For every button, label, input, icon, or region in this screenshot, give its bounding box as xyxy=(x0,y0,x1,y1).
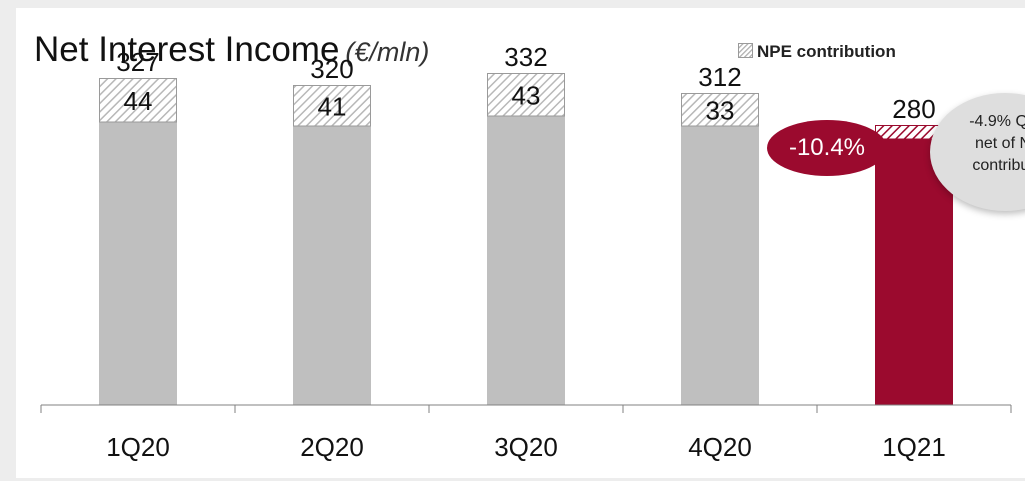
bar-npe-segment xyxy=(99,78,177,123)
total-label: 320 xyxy=(310,54,353,84)
title-text: Net Interest Income xyxy=(34,30,340,69)
npe-label: 41 xyxy=(318,92,347,122)
hatched-swatch-icon xyxy=(738,43,753,58)
x-tick-label: 2Q20 xyxy=(300,432,364,462)
bar-base xyxy=(487,116,565,405)
x-axis xyxy=(40,404,1012,413)
bar-npe-segment xyxy=(681,93,759,127)
bar-base xyxy=(681,126,759,405)
legend-label: NPE contribution xyxy=(757,42,896,61)
npe-label: 43 xyxy=(512,81,541,111)
title-unit: (€/mln) xyxy=(345,37,430,67)
bar-base xyxy=(875,139,953,405)
note-line: contribut xyxy=(972,157,1025,174)
x-tick-label: 3Q20 xyxy=(494,432,558,462)
bar-npe-segment xyxy=(487,73,565,117)
total-label: 327 xyxy=(116,47,159,77)
total-label: 312 xyxy=(698,62,741,92)
npe-label: 33 xyxy=(706,96,735,126)
x-tick-label: 4Q20 xyxy=(688,432,752,462)
bar-base xyxy=(99,122,177,405)
change-badge: -10.4% xyxy=(767,120,887,176)
total-label: 332 xyxy=(504,42,547,72)
bar-base xyxy=(293,126,371,405)
bar-npe-segment xyxy=(293,85,371,127)
npe-label: 44 xyxy=(124,86,153,116)
legend: NPE contribution xyxy=(738,42,896,62)
note-text: -4.9% Qo net of N contribut xyxy=(948,111,1025,177)
bar-chart: 327 44 1Q20 320 41 2Q20 332 43 3Q20 312 33 4Q20 280 1… xyxy=(40,42,1012,462)
chart-title: Net Interest Income (€/mln) xyxy=(34,30,429,70)
bars-group xyxy=(99,73,953,405)
note-line: net of N xyxy=(974,135,1025,152)
total-label: 280 xyxy=(892,94,935,124)
note-line: -4.9% Qo xyxy=(969,113,1025,130)
chart-card: Net Interest Income (€/mln) NPE contribut… xyxy=(16,8,1025,478)
x-tick-label: 1Q21 xyxy=(882,432,946,462)
x-tick-label: 1Q20 xyxy=(106,432,170,462)
